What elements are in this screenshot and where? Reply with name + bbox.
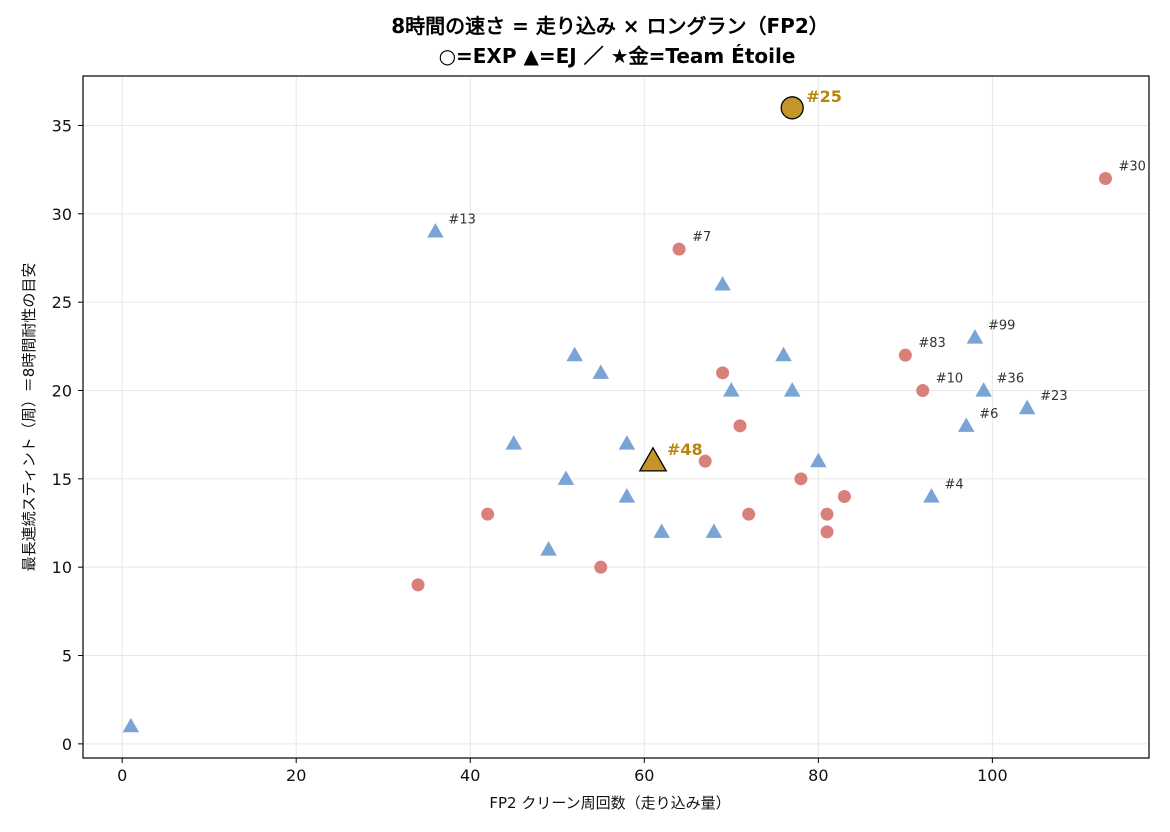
exp-point [716, 366, 730, 380]
exp-point [733, 419, 747, 433]
ej-point [810, 452, 827, 468]
point-label: #6 [979, 407, 998, 422]
point-label: #36 [997, 371, 1024, 386]
exp-point [820, 525, 834, 539]
ej-point [427, 223, 444, 238]
ej-point [975, 382, 992, 397]
y-tick-label: 25 [52, 293, 72, 312]
x-tick-label: 20 [286, 766, 306, 785]
ej-point [566, 346, 583, 362]
ej-point [618, 435, 636, 450]
x-tick-label: 0 [117, 766, 127, 785]
ej-point [540, 541, 557, 556]
ej-point [618, 488, 636, 503]
exp-point [794, 472, 808, 486]
point-label: #99 [988, 318, 1015, 333]
ej-point [923, 488, 940, 503]
point-label: #83 [918, 336, 945, 351]
ej-point [557, 470, 575, 485]
exp-point [837, 490, 851, 504]
x-tick-label: 40 [460, 766, 480, 785]
highlight-point-label: #48 [667, 440, 703, 459]
point-label: #30 [1118, 159, 1145, 174]
ej-point [505, 435, 523, 450]
chart-title-line1: 8時間の速さ = 走り込み × ロングラン（FP2） [391, 14, 829, 38]
exp-point [742, 507, 756, 521]
x-axis-label: FP2 クリーン周回数（走り込み量） [489, 794, 730, 812]
ej-point [1018, 399, 1036, 415]
exp-point [481, 507, 495, 521]
ej-point [966, 329, 984, 344]
ej-point [122, 717, 140, 733]
point-label: #7 [692, 230, 711, 245]
point-label: #23 [1040, 389, 1067, 404]
point-labels: #30 #7 #83 #10 #13 #99 #36 #23 #6 #4 #25 #48 [448, 87, 1145, 493]
ej-point [958, 417, 975, 432]
point-label: #4 [944, 478, 963, 493]
y-axis-label: 最長連続スティント（周）＝8時間耐性の目安 [20, 263, 38, 572]
highlight-triangle-point [638, 446, 668, 472]
plot-frame [82, 75, 1150, 759]
x-tick-label: 60 [634, 766, 654, 785]
exp-point [1098, 171, 1112, 185]
y-tick-label: 5 [62, 647, 72, 666]
ej-point [592, 364, 610, 379]
y-tick-label: 0 [62, 735, 72, 754]
exp-point [916, 383, 930, 397]
ej-point [783, 382, 801, 397]
gridlines [83, 76, 1149, 758]
ej-point [653, 523, 670, 538]
ej-point [714, 276, 731, 291]
exp-point [672, 242, 686, 256]
point-label: #13 [448, 212, 475, 227]
y-tick-label: 20 [52, 381, 72, 400]
y-tick-label: 30 [52, 205, 72, 224]
highlight-circle-point [780, 96, 804, 120]
y-tick-label: 10 [52, 558, 72, 577]
data-points [122, 96, 1112, 733]
y-tick-label: 35 [52, 116, 72, 135]
exp-point [898, 348, 912, 362]
exp-point [820, 507, 834, 521]
highlight-point-label: #25 [806, 87, 842, 106]
x-tick-label: 80 [808, 766, 828, 785]
x-tick-label: 100 [977, 766, 1008, 785]
chart-title-line2: ○=EXP ▲=EJ ／ ★金=Team Étoile [439, 44, 796, 68]
exp-point [411, 578, 425, 592]
y-tick-label: 15 [52, 470, 72, 489]
ej-point [723, 382, 740, 397]
ej-point [775, 346, 792, 362]
ej-point [705, 523, 723, 538]
exp-point [594, 560, 608, 574]
exp-point [698, 454, 712, 468]
point-label: #10 [936, 371, 963, 386]
axis-ticks: 0 20 40 60 80 100 0 5 10 15 20 25 30 35 [52, 116, 1008, 785]
